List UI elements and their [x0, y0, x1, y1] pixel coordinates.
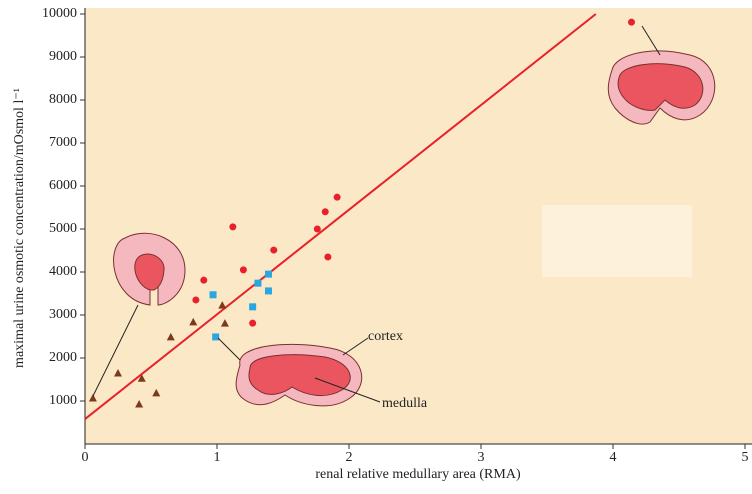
point	[114, 369, 122, 377]
point	[324, 253, 332, 261]
point	[249, 319, 257, 327]
x-tick-label: 4	[610, 450, 617, 465]
y-tick-label: 2000	[49, 350, 77, 365]
fit-line	[84, 13, 597, 420]
point	[249, 303, 257, 311]
y-tick-label: 8000	[49, 92, 77, 107]
y-tick-label: 1000	[49, 393, 77, 408]
point	[264, 287, 272, 295]
point	[218, 301, 227, 309]
x-tick-label: 1	[214, 450, 221, 465]
y-tick-label: 3000	[49, 307, 77, 322]
x-tick-label: 0	[82, 450, 89, 465]
point	[135, 400, 144, 408]
point	[239, 266, 247, 274]
y-axis-title: maximal urine osmotic concentration/mOsm…	[12, 88, 27, 368]
point	[152, 388, 161, 397]
point	[229, 223, 237, 231]
y-tick-label: 10000	[42, 6, 77, 21]
point	[313, 225, 321, 233]
point	[189, 317, 198, 326]
point	[220, 319, 229, 327]
x-tick-label: 5	[742, 450, 749, 465]
point	[88, 393, 97, 402]
point	[254, 279, 262, 287]
point	[209, 291, 217, 299]
x-tick-label: 3	[478, 450, 485, 465]
x-axis-title: renal relative medullary area (RMA)	[315, 467, 521, 482]
point	[192, 296, 200, 304]
point	[321, 208, 329, 216]
annotation: medulla	[382, 396, 428, 411]
x-tick-label: 2	[346, 450, 353, 465]
annotation: cortex	[368, 329, 403, 344]
kidney-illustrations	[92, 25, 716, 407]
point	[264, 270, 272, 278]
point	[333, 193, 341, 201]
point	[137, 374, 146, 382]
y-tick-label: 4000	[49, 264, 77, 279]
legend-box	[542, 205, 692, 277]
y-tick-label: 5000	[49, 221, 77, 236]
point	[627, 18, 635, 26]
y-tick-label: 9000	[49, 49, 77, 64]
y-tick-label: 7000	[49, 135, 77, 150]
y-tick-label: 6000	[49, 178, 77, 193]
point	[212, 333, 220, 341]
point	[166, 332, 175, 341]
point	[200, 276, 208, 284]
point	[270, 246, 278, 254]
